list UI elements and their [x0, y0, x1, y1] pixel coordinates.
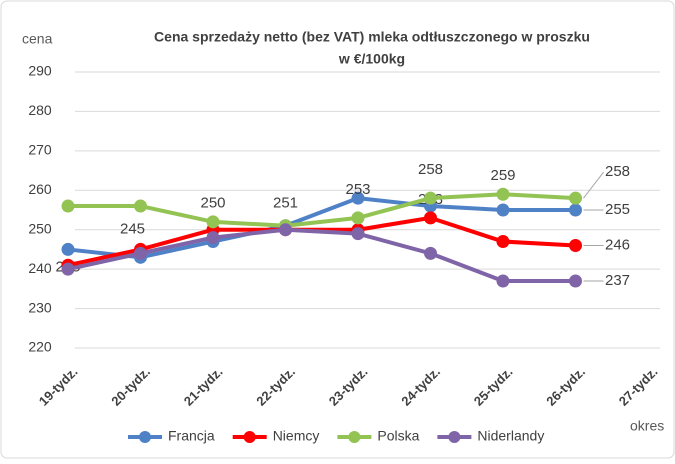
- point: [424, 191, 437, 205]
- y-tick-label: 240: [28, 260, 52, 276]
- data-label: 258: [418, 161, 443, 178]
- point: [496, 187, 510, 201]
- chart-subtitle: w €/100kg: [338, 51, 405, 67]
- data-label: 250: [200, 195, 225, 212]
- point: [61, 262, 75, 276]
- point: [496, 274, 510, 288]
- point: [206, 215, 220, 229]
- point: [134, 246, 147, 260]
- legend-label: Niemcy: [273, 428, 320, 444]
- y-tick-label: 230: [28, 299, 52, 315]
- leader-line: [583, 171, 604, 199]
- point: [351, 191, 365, 205]
- data-label: 259: [490, 167, 515, 184]
- x-axis-label: okres: [630, 418, 664, 434]
- data-label: 255: [605, 201, 630, 218]
- data-label: 251: [273, 195, 298, 212]
- data-label: 237: [605, 272, 630, 289]
- point: [351, 211, 365, 225]
- data-label: 246: [605, 236, 630, 253]
- y-tick-label: 260: [28, 181, 52, 197]
- y-tick-label: 280: [28, 102, 52, 118]
- legend-marker: [139, 431, 151, 443]
- point: [496, 203, 510, 217]
- point: [206, 231, 220, 245]
- point: [279, 223, 292, 237]
- data-label: 245: [120, 220, 145, 237]
- point: [569, 274, 582, 288]
- y-tick-label: 270: [28, 142, 52, 158]
- data-label: 253: [345, 181, 370, 198]
- series-line: [68, 192, 576, 228]
- series-line: [67, 196, 576, 260]
- y-tick-label: 220: [28, 339, 52, 355]
- y-tick-label: 290: [28, 63, 52, 79]
- series-line: [67, 227, 576, 283]
- point: [569, 191, 582, 205]
- point: [569, 203, 582, 217]
- legend-marker: [243, 431, 256, 443]
- point: [569, 238, 582, 252]
- y-tick-label: 250: [28, 220, 52, 236]
- point: [351, 227, 365, 241]
- point: [134, 199, 147, 213]
- chart-title: Cena sprzedaży netto (bez VAT) mleka odt…: [154, 29, 590, 45]
- point: [61, 199, 75, 213]
- legend-label: Francja: [168, 428, 215, 444]
- legend-label: Polska: [377, 428, 419, 444]
- data-label: 258: [605, 163, 630, 180]
- legend-marker: [348, 431, 361, 443]
- point: [424, 246, 437, 260]
- point: [61, 242, 75, 256]
- y-axis-label: cena: [22, 31, 53, 47]
- legend-label: Niderlandy: [477, 428, 544, 444]
- point: [496, 235, 510, 249]
- point: [424, 211, 437, 225]
- legend-marker: [448, 431, 461, 443]
